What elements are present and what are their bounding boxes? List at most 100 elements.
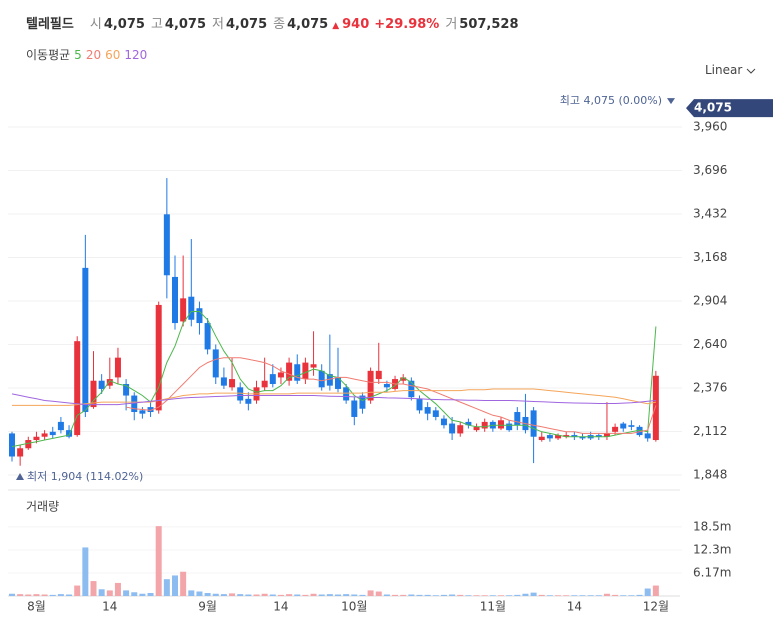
candle-body (180, 298, 187, 322)
volume-bar (269, 594, 276, 596)
candle-body (123, 384, 130, 396)
volume-bar (498, 595, 504, 596)
candle-body (204, 323, 211, 350)
scale-select[interactable]: Linear (705, 63, 756, 77)
high-marker (667, 98, 675, 105)
candle-body (383, 384, 390, 388)
volume-bar (579, 595, 586, 596)
candle-body (326, 374, 333, 386)
candle-body (57, 421, 64, 431)
quote-label: 저 (212, 17, 224, 32)
volume-bar (106, 590, 113, 596)
volume-bar (440, 594, 447, 596)
candle-body (424, 407, 431, 414)
ma-legend-entry: 5 (74, 48, 82, 62)
volume-bar (432, 595, 439, 596)
volume-bar (392, 594, 399, 596)
candle-body (432, 410, 439, 417)
volume-bar (603, 593, 610, 596)
candle-body (49, 431, 56, 436)
candle-body (82, 267, 89, 413)
volume-bar (465, 595, 472, 596)
volume-bar (351, 594, 358, 596)
candle-body (237, 387, 244, 401)
candle-body (261, 380, 268, 388)
x-tick-label: 12월 (643, 600, 669, 614)
volume-bar (196, 591, 203, 596)
candle-body (196, 308, 203, 324)
ma-legend-entry: 120 (124, 48, 148, 62)
volume-bar (253, 594, 260, 596)
volume-bar (612, 594, 619, 596)
volume-bar (163, 579, 170, 596)
volume-bar (506, 595, 513, 596)
volume-bar (294, 594, 301, 596)
y-tick-label: 18.5m (693, 519, 731, 533)
candle-body (440, 418, 447, 426)
ma-line (11, 311, 657, 448)
candle-body (188, 296, 195, 320)
quote-label: 시 (89, 17, 102, 32)
volume-bar (82, 547, 89, 596)
volume-bar (449, 594, 456, 596)
candle-body (294, 364, 301, 381)
volume-bar (114, 582, 121, 596)
candle-body (212, 349, 219, 378)
x-tick-label: 14 (102, 600, 117, 614)
volume-bar (367, 590, 374, 596)
candle-body (220, 377, 227, 386)
candle-body (343, 387, 350, 401)
candle-body (286, 362, 293, 381)
y-tick-label: 2,376 (693, 380, 727, 394)
change-rate: +29.98% (374, 17, 440, 32)
candle-body (563, 435, 570, 437)
volume-bar (375, 591, 382, 596)
quote-value: 4,075 (164, 17, 207, 32)
x-tick-label: 14 (567, 600, 582, 614)
volume-bar (400, 594, 407, 596)
volume-bar (220, 594, 227, 596)
volume-bar (620, 595, 627, 596)
x-tick-label: 9월 (198, 600, 217, 614)
candle-body (636, 426, 643, 436)
candle-body (498, 420, 504, 429)
candle-body (620, 423, 627, 429)
candle-body (416, 398, 423, 411)
volume-bar (522, 593, 529, 596)
price-tag-label: 4,075 (694, 101, 732, 115)
candle-body (172, 276, 178, 324)
candle-body (481, 421, 488, 429)
candle-body (139, 410, 146, 414)
candle-body (41, 433, 48, 437)
candle-body (318, 370, 325, 388)
candle-body (555, 435, 562, 439)
volume-bar (416, 594, 423, 596)
candle-body (17, 448, 24, 457)
up-arrow: ▲ (332, 21, 340, 31)
candle-body (310, 364, 317, 368)
candle-body (335, 377, 341, 389)
candle-body (538, 436, 545, 441)
volume-bar (57, 594, 64, 596)
candle-body (114, 357, 121, 378)
candle-body (90, 380, 97, 408)
volume-bar (155, 526, 162, 596)
volume-bar (212, 593, 219, 596)
volume-bar (286, 594, 293, 596)
volume-bar (473, 595, 480, 596)
x-tick-label: 11월 (480, 600, 506, 614)
candle-body (408, 380, 415, 398)
candle-body (400, 377, 407, 381)
volume-bar (424, 594, 431, 596)
candle-body (457, 425, 464, 434)
ma-legend-entry: 20 (85, 48, 102, 62)
volume-bar (261, 593, 268, 596)
volume-value: 507,528 (459, 17, 519, 32)
header: 텔레필드 시 4,075 고 4,075 저 4,075 종 4,075 ▲ 940 +29.98% 거… (26, 13, 519, 32)
volume-bar (530, 592, 537, 596)
volume-bar (636, 594, 643, 596)
candle-body (33, 436, 40, 441)
candle-body (163, 214, 170, 276)
volume-title: 거래량 (26, 500, 59, 514)
